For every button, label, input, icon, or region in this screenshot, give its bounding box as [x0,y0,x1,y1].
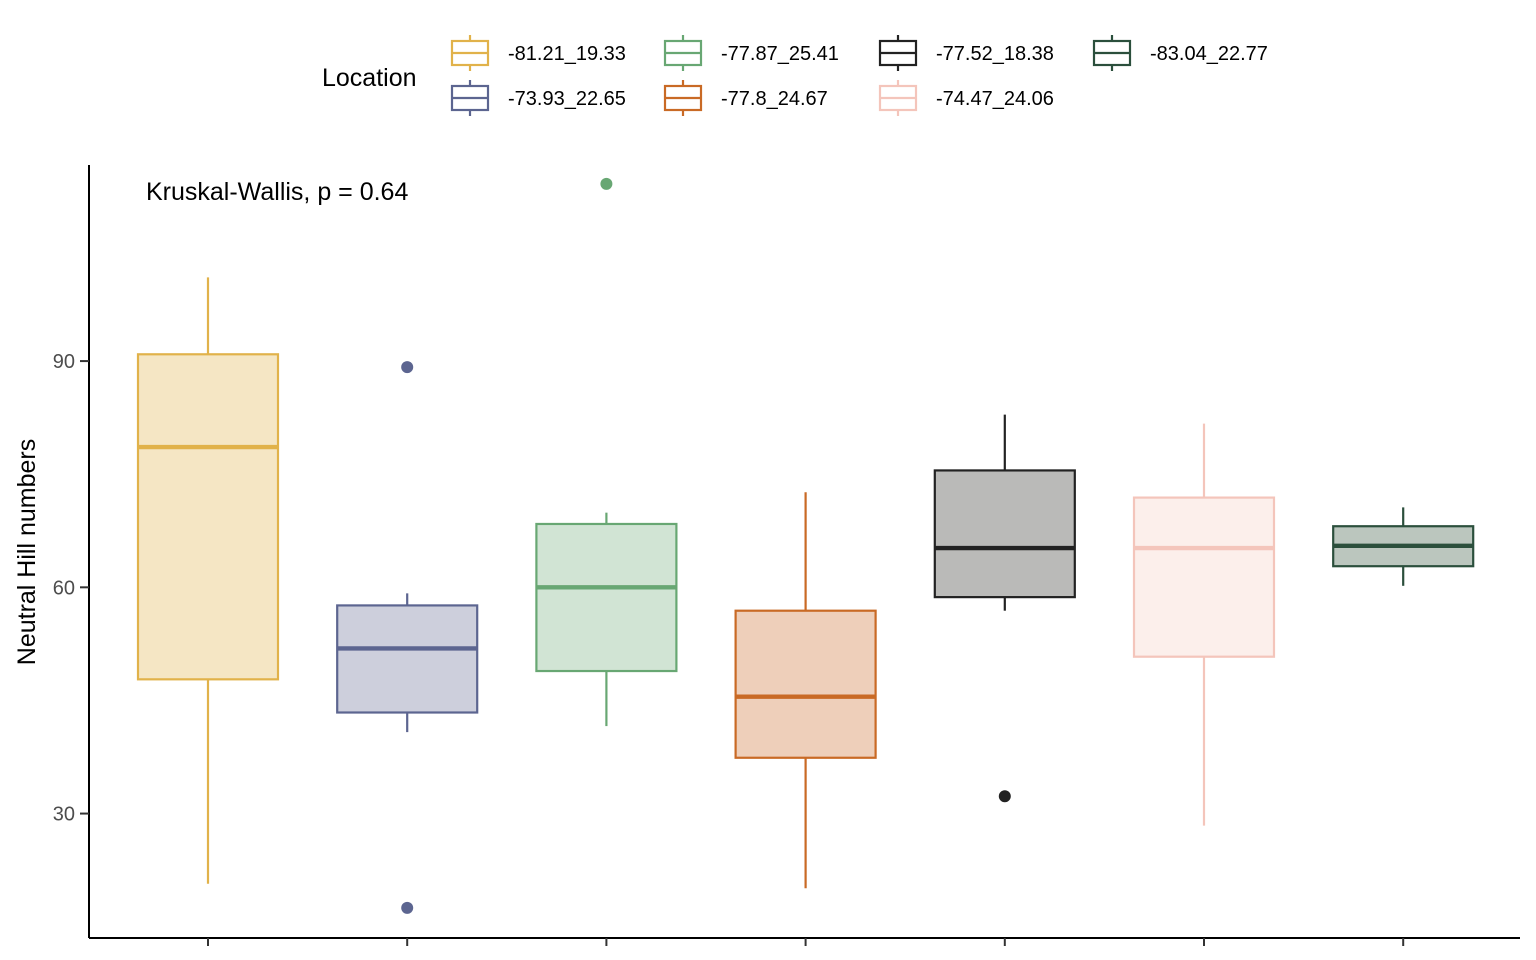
box--83.04_22.77 [1332,507,1475,586]
legend-label: -73.93_22.65 [508,88,626,110]
legend: Location -81.21_19.33 -77.87_25.41 -77.52_… [322,35,1268,116]
legend-item--74.47_24.06: -74.47_24.06 [878,80,1054,116]
box--77.52_18.38 [933,414,1076,803]
outlier-point [401,361,414,374]
legend-item--81.21_19.33: -81.21_19.33 [450,35,626,71]
legend-label: -77.8_24.67 [721,88,828,110]
legend-item--77.8_24.67: -77.8_24.67 [663,80,828,116]
box--73.93_22.65 [336,361,479,914]
plot-area: 30 60 90 Kruskal-Wallis, p = 0.64 [53,165,1520,946]
y-tick-label: 30 [53,804,75,826]
legend-item--77.52_18.38: -77.52_18.38 [878,35,1054,71]
legend-item--83.04_22.77: -83.04_22.77 [1092,35,1268,71]
legend-label: -77.87_25.41 [721,43,839,65]
legend-label: -83.04_22.77 [1150,43,1268,65]
outlier-point [600,177,613,190]
y-axis-title: Neutral Hill numbers [13,439,41,665]
box-body [1132,496,1276,658]
kruskal-wallis-annotation: Kruskal-Wallis, p = 0.64 [146,178,408,206]
box-body [734,609,877,759]
box--77.87_25.41 [535,177,678,727]
legend-item--73.93_22.65: -73.93_22.65 [450,80,626,116]
box-body [136,353,280,681]
legend-title: Location [322,64,417,92]
legend-label: -74.47_24.06 [936,88,1054,110]
legend-label: -81.21_19.33 [508,43,626,65]
box-body [336,604,479,714]
box-body [933,469,1076,599]
y-tick-label: 90 [53,351,75,373]
legend-label: -77.52_18.38 [936,43,1054,65]
outlier-point [998,790,1011,803]
legend-item--77.87_25.41: -77.87_25.41 [663,35,839,71]
box-body [535,522,678,673]
box--77.8_24.67 [734,492,877,889]
y-tick-label: 60 [53,577,75,599]
outlier-point [401,901,414,914]
box--74.47_24.06 [1132,423,1276,826]
box--81.21_19.33 [136,277,280,884]
